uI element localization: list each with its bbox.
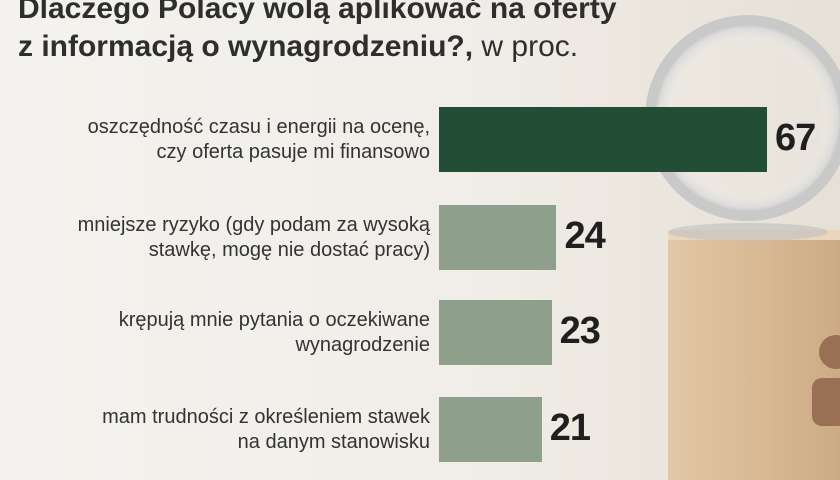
title-line-2: z informacją o wynagrodzeniu?,: [18, 30, 474, 63]
value-label: 21: [549, 407, 591, 449]
bar: [439, 107, 767, 172]
title-unit: w proc.: [481, 30, 579, 63]
category-label-line: krępują mnie pytania o oczekiwane: [118, 309, 430, 331]
bar: [439, 300, 552, 365]
category-label: mam trudności z określeniem stawek na dan…: [10, 405, 430, 455]
category-label-line: na danym stanowisku: [237, 431, 430, 453]
category-label-line: stawkę, mogę nie dostać pracy): [148, 239, 430, 261]
category-label-line: mam trudności z określeniem stawek: [102, 406, 430, 428]
category-label: mniejsze ryzyko (gdy podam za wysoką staw…: [10, 213, 430, 263]
category-label-line: mniejsze ryzyko (gdy podam za wysoką: [77, 214, 430, 236]
value-label: 24: [564, 215, 605, 257]
bar: [439, 397, 542, 462]
category-label: krępują mnie pytania o oczekiwane wynagro…: [10, 308, 430, 358]
category-label-line: oszczędność czasu i energii na ocenę,: [87, 116, 430, 138]
bar: [439, 205, 557, 270]
chart-title: Dlaczego Polacy wolą aplikować na oferty…: [18, 0, 617, 66]
category-label-line: wynagrodzenie: [295, 334, 430, 356]
value-label: 23: [559, 310, 601, 352]
title-line-1: Dlaczego Polacy wolą aplikować na oferty: [18, 0, 617, 25]
value-label: 67: [775, 117, 816, 159]
category-label: oszczędność czasu i energii na ocenę, czy…: [10, 115, 430, 165]
category-label-line: czy oferta pasuje mi finansowo: [156, 141, 430, 163]
